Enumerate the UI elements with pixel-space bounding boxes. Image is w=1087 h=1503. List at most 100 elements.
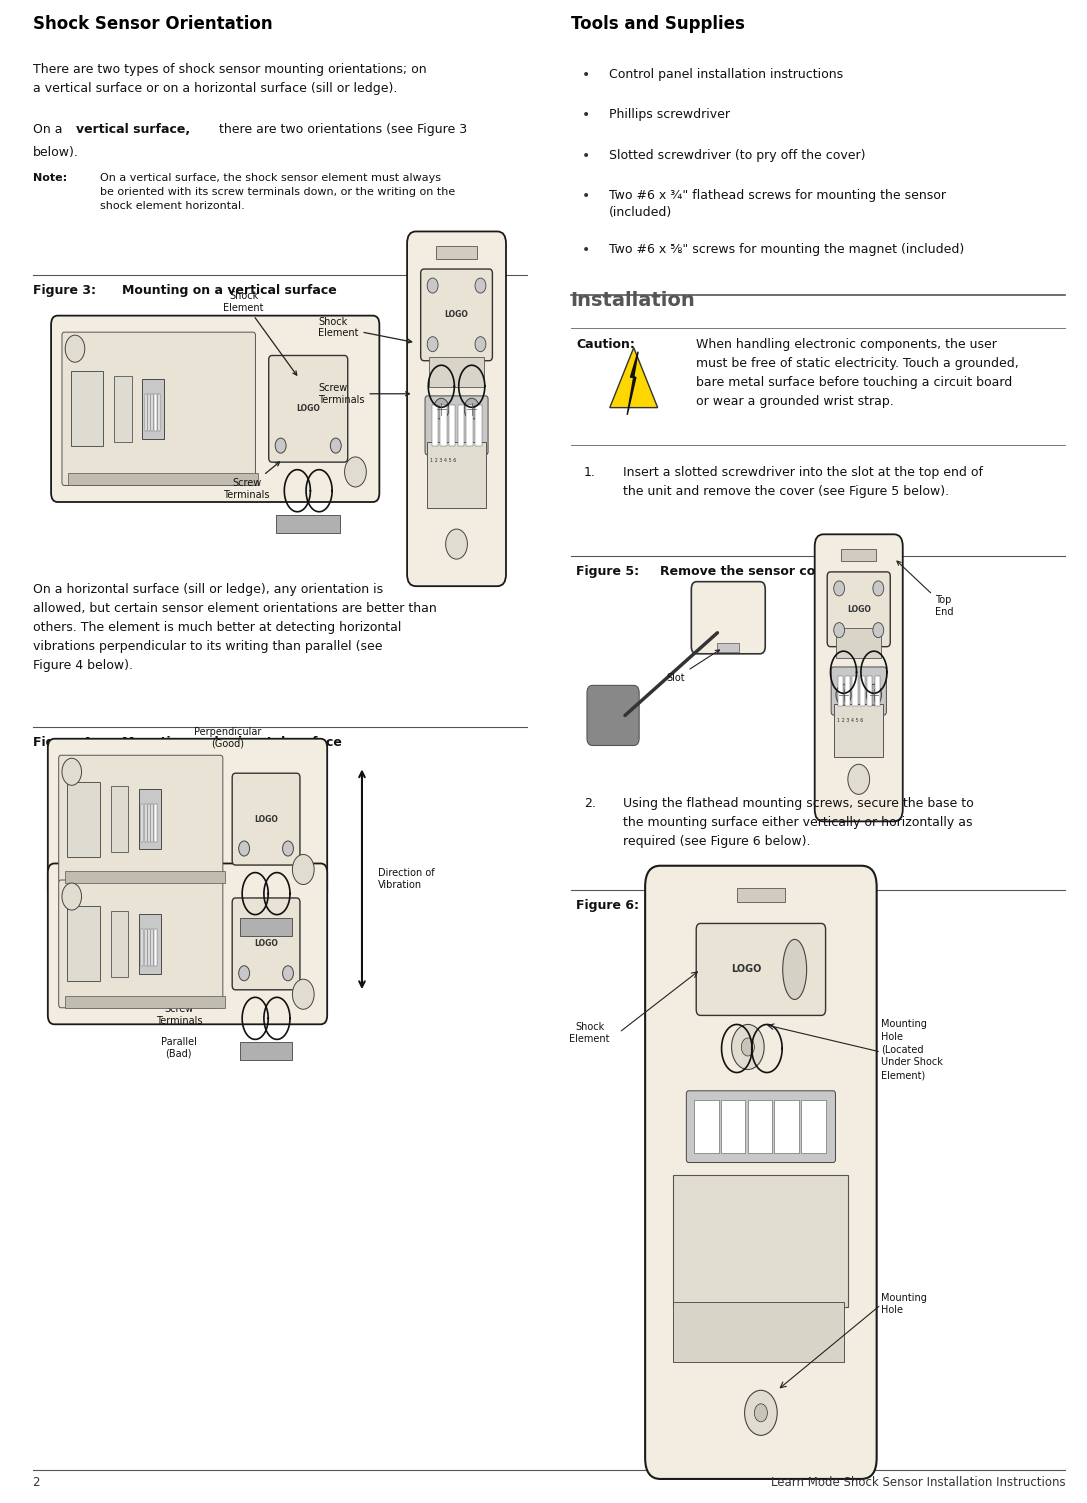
Text: Direction of
Vibration: Direction of Vibration [378, 869, 435, 890]
Bar [111, 786, 128, 852]
Text: Installation: Installation [571, 290, 696, 310]
Bar [65, 872, 225, 884]
Text: Sensor base mounting holes: Sensor base mounting holes [660, 899, 859, 912]
Text: 1.: 1. [584, 466, 596, 479]
Circle shape [283, 842, 293, 857]
FancyBboxPatch shape [51, 316, 379, 502]
Circle shape [62, 884, 82, 911]
FancyBboxPatch shape [686, 1091, 836, 1162]
Text: Shock
Element: Shock Element [258, 933, 298, 954]
FancyBboxPatch shape [48, 863, 327, 1025]
Bar [71, 371, 103, 446]
Circle shape [239, 842, 250, 857]
FancyBboxPatch shape [59, 879, 223, 1007]
Circle shape [65, 335, 85, 362]
Text: Caution:: Caution: [576, 338, 635, 352]
Circle shape [434, 398, 449, 419]
Bar [65, 995, 225, 1007]
Circle shape [292, 980, 314, 1010]
Bar [141, 929, 143, 966]
Text: Figure 6:: Figure 6: [576, 899, 639, 912]
Bar [867, 676, 873, 706]
Text: Figure 4:: Figure 4: [33, 736, 96, 750]
Text: Shock
Element: Shock Element [258, 809, 298, 830]
FancyBboxPatch shape [421, 269, 492, 361]
Text: Tools and Supplies: Tools and Supplies [571, 15, 745, 33]
Bar [475, 404, 482, 446]
Circle shape [275, 437, 286, 452]
Text: Control panel installation instructions: Control panel installation instructions [609, 68, 842, 81]
Bar [860, 676, 865, 706]
Text: On a horizontal surface (sill or ledge), any orientation is
allowed, but certain: On a horizontal surface (sill or ledge),… [33, 583, 436, 672]
Bar [151, 804, 153, 842]
Bar [717, 643, 739, 652]
Text: Mounting
Hole: Mounting Hole [880, 1293, 927, 1315]
Circle shape [427, 278, 438, 293]
Circle shape [834, 582, 845, 597]
Circle shape [475, 278, 486, 293]
Text: Two #6 x ¾" flathead screws for mounting the sensor
(included): Two #6 x ¾" flathead screws for mounting… [609, 189, 946, 219]
Circle shape [345, 457, 366, 487]
Text: Learn Mode Shock Sensor Installation Instructions: Learn Mode Shock Sensor Installation Ins… [771, 1476, 1065, 1489]
FancyBboxPatch shape [233, 773, 300, 866]
FancyBboxPatch shape [233, 897, 300, 990]
Bar [67, 906, 100, 981]
Text: Using the flathead mounting screws, secure the base to
the mounting surface eith: Using the flathead mounting screws, secu… [623, 797, 974, 848]
Text: •: • [582, 108, 590, 122]
Polygon shape [610, 347, 658, 407]
Circle shape [464, 398, 479, 419]
Text: •: • [582, 149, 590, 162]
Circle shape [292, 854, 314, 884]
Bar [837, 628, 882, 658]
Bar [154, 804, 157, 842]
FancyBboxPatch shape [696, 923, 826, 1016]
Text: Mounting on horizontal surface: Mounting on horizontal surface [122, 736, 341, 750]
Bar [145, 394, 147, 431]
Circle shape [427, 337, 438, 352]
Text: LOGO: LOGO [297, 404, 321, 413]
FancyBboxPatch shape [587, 685, 639, 745]
Bar [748, 1100, 772, 1153]
Bar [440, 404, 447, 446]
FancyBboxPatch shape [268, 356, 348, 461]
Text: 1 2 3 4 5 6: 1 2 3 4 5 6 [837, 718, 863, 723]
Circle shape [873, 582, 884, 597]
Bar [148, 804, 150, 842]
Circle shape [866, 684, 882, 705]
Bar [694, 1100, 719, 1153]
FancyBboxPatch shape [48, 739, 327, 899]
Circle shape [732, 1025, 764, 1070]
Bar [142, 379, 164, 439]
Text: Figure 3:: Figure 3: [33, 284, 96, 298]
Bar [436, 246, 477, 259]
Bar [151, 394, 153, 431]
Circle shape [848, 765, 870, 794]
Ellipse shape [783, 939, 807, 999]
Text: Perpendicular
(Good): Perpendicular (Good) [193, 727, 261, 748]
Bar [432, 404, 438, 446]
Bar [835, 705, 884, 758]
Bar [449, 404, 455, 446]
FancyBboxPatch shape [815, 535, 902, 821]
Bar [737, 888, 785, 902]
Polygon shape [627, 352, 638, 415]
Text: Phillips screwdriver: Phillips screwdriver [609, 108, 729, 122]
Bar [774, 1100, 799, 1153]
Text: LOGO: LOGO [445, 311, 468, 319]
Circle shape [239, 966, 250, 981]
Bar [158, 394, 160, 431]
Text: Note:: Note: [33, 173, 66, 183]
Text: Shock
Element: Shock Element [570, 1022, 610, 1043]
FancyBboxPatch shape [425, 395, 488, 455]
Text: When handling electronic components, the user
must be free of static electricity: When handling electronic components, the… [696, 338, 1019, 409]
Bar [67, 782, 100, 857]
FancyBboxPatch shape [691, 582, 765, 654]
Bar [841, 550, 876, 562]
Text: •: • [582, 243, 590, 257]
Bar [852, 676, 858, 706]
Text: Screw
Terminals: Screw Terminals [224, 461, 279, 499]
Bar [145, 804, 147, 842]
Text: vertical surface,: vertical surface, [76, 123, 190, 137]
Bar [426, 442, 487, 508]
Text: Top
End: Top End [897, 561, 954, 616]
